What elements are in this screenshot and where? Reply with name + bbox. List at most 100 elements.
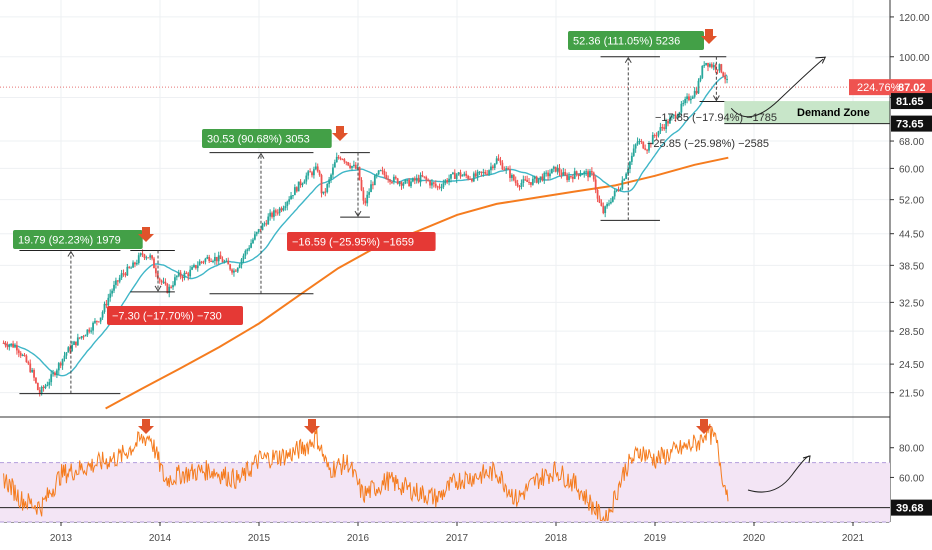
candle-body <box>40 386 43 394</box>
candle-body <box>57 363 60 371</box>
candle-body <box>170 286 173 288</box>
candle-body <box>238 264 241 268</box>
candle-body <box>370 184 372 193</box>
candle-body <box>206 257 209 259</box>
candle-body <box>134 262 136 265</box>
candle-body <box>333 162 336 168</box>
candle-body <box>219 255 222 260</box>
candle-body <box>97 321 100 323</box>
candle-body <box>459 172 462 177</box>
candle-body <box>242 255 245 260</box>
candle-body <box>153 258 155 269</box>
candle-body <box>183 272 186 279</box>
candle-body <box>674 114 677 119</box>
candle-body <box>425 177 428 180</box>
candle-body <box>619 188 622 191</box>
demand-zone <box>724 101 890 124</box>
candle-body <box>120 273 123 278</box>
y-tick-label: 38.50 <box>899 261 924 272</box>
candle-body <box>474 173 477 177</box>
candle-body <box>248 247 251 250</box>
candle-body <box>583 171 586 175</box>
candle-body <box>189 269 192 277</box>
candle-body <box>145 257 148 259</box>
candle-body <box>78 337 81 339</box>
candle-body <box>724 76 727 80</box>
candle-body <box>282 207 285 211</box>
candle-body <box>699 77 702 81</box>
rsi-marker-1 <box>138 419 154 434</box>
candle-body <box>314 166 317 170</box>
candle-body <box>135 262 138 265</box>
candle-body <box>543 172 546 181</box>
current-price-tag-bg <box>849 79 932 96</box>
candle-body <box>55 370 58 376</box>
candle-body <box>225 260 228 262</box>
current-pct-label: 224.76% <box>857 82 901 94</box>
candle-body <box>177 272 180 276</box>
rsi-current-tag-bg <box>891 499 932 516</box>
candle-body <box>196 265 199 269</box>
candle-body <box>233 270 235 273</box>
candle-body <box>610 201 612 204</box>
candle-body <box>375 174 378 176</box>
y-tick-label: 100.00 <box>899 53 930 64</box>
candle-body <box>526 179 529 182</box>
candle-body <box>442 183 445 188</box>
candle-body <box>204 258 207 262</box>
x-tick-label: 2014 <box>149 533 172 544</box>
candle-body <box>461 175 464 177</box>
candle-body <box>33 369 35 378</box>
x-tick-label: 2018 <box>545 533 568 544</box>
candle-body <box>651 135 654 145</box>
candle-body <box>231 269 233 273</box>
top-marker-3 <box>701 29 717 44</box>
candle-body <box>151 255 153 259</box>
candle-body <box>379 170 382 172</box>
candle-body <box>689 98 692 101</box>
candle-body <box>427 179 430 181</box>
y-tick-label: 32.50 <box>899 298 924 309</box>
candle-body <box>322 191 325 194</box>
candle-body <box>221 259 224 263</box>
candle-body <box>482 171 485 173</box>
candle-body <box>303 181 306 184</box>
candle-body <box>524 179 527 181</box>
candle-body <box>562 172 565 176</box>
candle-body <box>118 277 121 282</box>
zone-top-tag-bg <box>891 93 932 110</box>
candle-body <box>457 172 460 175</box>
candle-body <box>316 166 319 172</box>
candle-body <box>581 174 584 176</box>
candle-body <box>406 179 409 181</box>
candle-body <box>364 200 367 204</box>
candle-body <box>600 202 603 206</box>
candle-body <box>293 187 296 196</box>
candle-body <box>415 177 418 181</box>
candle-body <box>672 114 675 116</box>
candle-body <box>143 254 146 258</box>
candle-body <box>162 281 165 283</box>
candle-body <box>122 273 125 275</box>
y-tick-label: 52.00 <box>899 196 924 207</box>
candle-body <box>59 363 62 366</box>
candle-body <box>194 265 197 269</box>
candle-body <box>550 168 553 174</box>
candle-body <box>592 172 595 180</box>
candle-body <box>644 148 647 150</box>
candle-body <box>12 343 14 348</box>
candle-body <box>301 183 304 186</box>
candle-body <box>46 384 49 386</box>
candle-body <box>570 176 572 178</box>
candle-body <box>174 277 176 286</box>
candle-body <box>533 176 536 179</box>
candle-body <box>99 317 102 322</box>
candle-body <box>613 191 616 197</box>
candle-body <box>726 78 728 80</box>
candle-body <box>398 182 401 184</box>
candle-body <box>67 347 70 353</box>
rsi-tick-label: 80.00 <box>899 444 924 455</box>
zone-bottom-tag-bg <box>891 115 932 132</box>
candle-body <box>678 112 681 117</box>
candle-body <box>701 65 704 78</box>
